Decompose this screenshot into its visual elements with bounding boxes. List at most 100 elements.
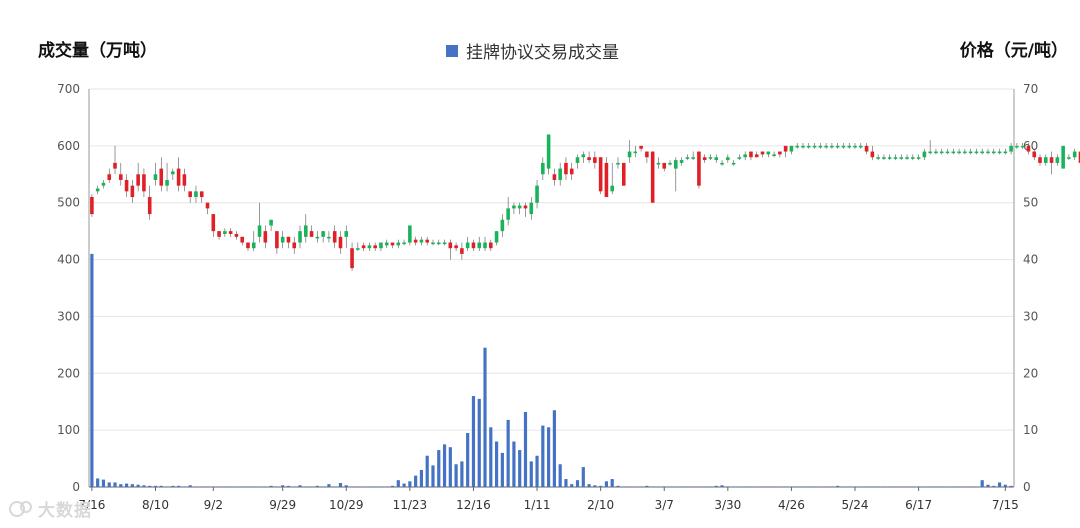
volume-bar bbox=[113, 482, 117, 487]
volume-bar bbox=[257, 486, 262, 487]
volume-bar bbox=[1003, 484, 1007, 487]
volume-bar bbox=[599, 485, 603, 487]
volume-bar bbox=[96, 478, 100, 487]
x-tick-label: 9/2 bbox=[204, 498, 223, 512]
volume-bar bbox=[737, 486, 741, 487]
price-candle bbox=[737, 157, 742, 159]
price-candle bbox=[1038, 157, 1042, 163]
y-tick-right: 10 bbox=[1023, 423, 1038, 437]
price-candle bbox=[442, 242, 447, 245]
price-candle bbox=[882, 157, 886, 159]
price-candle bbox=[535, 185, 539, 203]
price-candle bbox=[870, 151, 875, 158]
price-candle bbox=[165, 179, 169, 186]
price-candle bbox=[922, 151, 927, 158]
price-candle bbox=[1032, 151, 1037, 158]
volume-bar bbox=[130, 484, 134, 487]
volume-bar bbox=[940, 486, 944, 487]
volume-bar bbox=[107, 482, 111, 487]
price-candle bbox=[569, 168, 574, 175]
y-tick-left: 200 bbox=[57, 366, 80, 380]
price-candle bbox=[234, 233, 239, 237]
price-candle bbox=[113, 162, 117, 169]
price-candle bbox=[546, 134, 551, 169]
price-candle bbox=[633, 151, 638, 154]
price-candle bbox=[280, 236, 285, 243]
volume-bar bbox=[292, 486, 296, 487]
price-candle bbox=[783, 145, 788, 152]
y-tick-right: 30 bbox=[1023, 309, 1038, 323]
price-candle bbox=[523, 205, 528, 209]
volume-bar bbox=[136, 484, 140, 487]
watermark: 大数据 bbox=[8, 496, 92, 521]
price-candle bbox=[859, 145, 863, 148]
price-candle bbox=[853, 145, 857, 148]
volume-bar bbox=[182, 486, 186, 487]
y-tick-left: 500 bbox=[57, 196, 80, 210]
price-candle bbox=[818, 145, 823, 148]
volume-bar bbox=[356, 486, 360, 487]
price-candle bbox=[679, 160, 684, 163]
volume-bar bbox=[338, 483, 343, 487]
x-tick-label: 2/10 bbox=[587, 498, 614, 512]
x-tick-label: 12/16 bbox=[456, 498, 491, 512]
price-candle bbox=[674, 160, 678, 169]
price-candle bbox=[90, 197, 94, 215]
price-candle bbox=[101, 182, 106, 186]
watermark-text: 大数据 bbox=[38, 501, 92, 521]
volume-bar bbox=[442, 444, 447, 487]
volume-bar bbox=[980, 480, 984, 487]
price-candle bbox=[824, 145, 828, 148]
volume-bar bbox=[922, 486, 926, 487]
price-candle bbox=[760, 151, 765, 155]
y-tick-right: 40 bbox=[1023, 253, 1038, 267]
volume-bar bbox=[656, 486, 661, 487]
volume-bar bbox=[668, 486, 672, 487]
price-candle bbox=[974, 151, 979, 154]
x-tick-label: 3/7 bbox=[655, 498, 674, 512]
volume-bar bbox=[841, 486, 846, 487]
volume-bar bbox=[703, 486, 707, 487]
volume-bar bbox=[275, 486, 279, 487]
price-candle bbox=[812, 145, 817, 148]
volume-bar bbox=[373, 486, 377, 487]
price-candle bbox=[298, 231, 302, 243]
y-tick-left: 0 bbox=[72, 480, 80, 494]
price-candle bbox=[905, 157, 909, 159]
volume-bar bbox=[997, 482, 1002, 487]
volume-bar bbox=[864, 486, 869, 487]
price-candle bbox=[801, 145, 805, 148]
price-candle bbox=[251, 242, 256, 249]
price-candle bbox=[772, 154, 776, 156]
price-candle bbox=[1061, 145, 1065, 169]
price-candle bbox=[194, 191, 198, 198]
x-tick-label: 10/29 bbox=[329, 498, 364, 512]
price-candle bbox=[211, 214, 216, 232]
volume-bar bbox=[911, 486, 915, 487]
price-candle bbox=[361, 245, 366, 249]
volume-bar bbox=[772, 486, 776, 487]
price-candle bbox=[830, 145, 834, 148]
volume-bar bbox=[304, 486, 308, 487]
price-candle bbox=[223, 231, 227, 234]
y-axis-title-left: 成交量（万吨） bbox=[38, 41, 157, 61]
price-candle bbox=[720, 162, 724, 165]
legend-swatch-volume bbox=[446, 44, 458, 57]
price-candle bbox=[344, 231, 349, 237]
volume-bar bbox=[344, 485, 348, 487]
volume-bar bbox=[367, 486, 371, 487]
volume-bar bbox=[500, 452, 504, 487]
x-tick-label: 4/26 bbox=[778, 498, 805, 512]
volume-bar bbox=[570, 484, 574, 487]
volume-bar bbox=[627, 486, 632, 487]
price-candle bbox=[257, 225, 262, 237]
price-candle bbox=[951, 151, 956, 154]
price-candle bbox=[939, 151, 944, 154]
volume-bar bbox=[390, 485, 395, 487]
price-candle bbox=[754, 154, 759, 158]
legend[interactable]: 挂牌协议交易成交量 bbox=[446, 38, 619, 63]
x-tick-label: 5/24 bbox=[842, 498, 869, 512]
price-candle bbox=[460, 248, 464, 254]
volume-bar bbox=[494, 441, 499, 487]
volume-bar bbox=[899, 486, 903, 487]
